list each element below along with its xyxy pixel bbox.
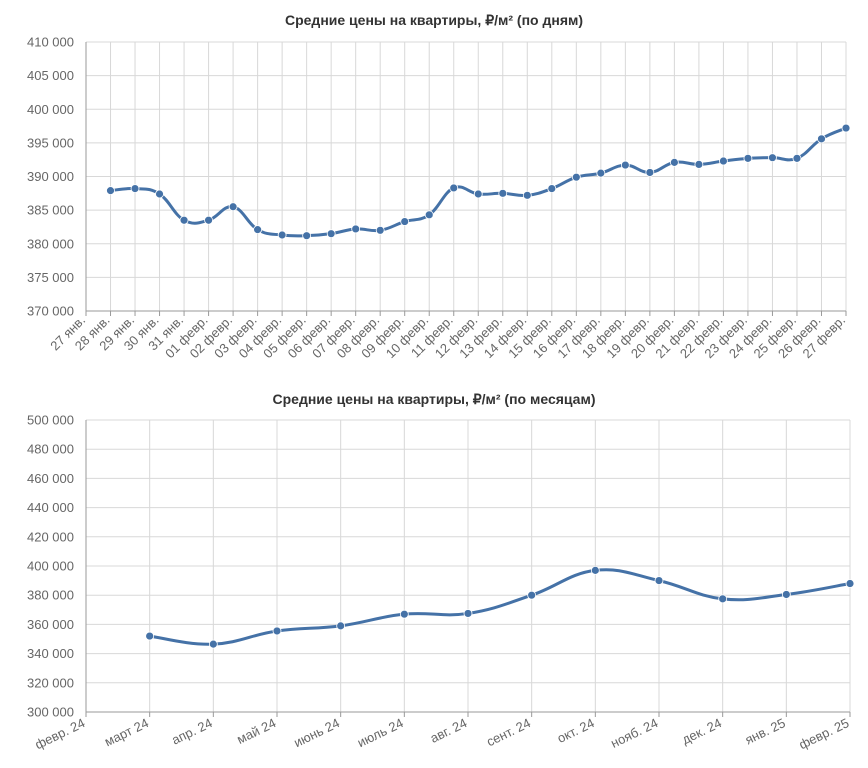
data-point[interactable] [277,230,287,240]
y-tick-label: 370 000 [27,304,74,319]
y-tick-label: 405 000 [27,68,74,83]
y-tick-label: 400 000 [27,559,74,574]
data-point[interactable] [336,621,346,631]
daily-price-plot: 370 000 375 000 380 000 385 000 390 000 395 0… [27,35,851,361]
data-point[interactable] [449,183,459,193]
data-point[interactable] [719,156,728,166]
data-point[interactable] [645,168,655,177]
data-point[interactable] [106,186,115,196]
y-tick-label: 320 000 [27,675,74,690]
x-tick-label: июнь 24 [291,715,342,750]
data-point[interactable] [669,157,679,167]
x-tick-label: апр. 24 [169,715,214,747]
x-tick-label: авг. 24 [428,715,470,746]
data-point[interactable] [473,189,483,199]
price-series-line [148,568,852,646]
y-tick-label: 375 000 [27,270,74,285]
data-point[interactable] [253,225,263,235]
y-tick-label: 500 000 [27,413,74,428]
x-tick-label: окт. 24 [555,715,597,746]
data-point[interactable] [375,225,385,235]
chart-title: Средние цены на квартиры, ₽/м² (по дням) [284,12,584,28]
x-tick-label: март 24 [102,715,151,749]
data-point[interactable] [845,579,855,588]
y-tick-label: 390 000 [27,169,74,184]
data-point[interactable] [547,184,557,194]
y-tick-label: 360 000 [27,617,74,632]
y-tick-label: 410 000 [27,35,74,50]
data-point[interactable] [145,631,155,641]
y-tick-label: 385 000 [27,203,74,218]
y-tick-label: 395 000 [27,135,74,150]
data-point[interactable] [228,202,238,212]
data-point[interactable] [694,159,704,169]
data-point[interactable] [400,217,410,226]
monthly-price-plot: 300 000 320 000 340 000 360 000 380 000 400 0… [27,413,855,752]
monthly-price-chart: Средние цены на квартиры, ₽/м² (по месяц… [0,385,868,768]
x-tick-label: янв. 25 [743,715,788,747]
data-point[interactable] [498,188,508,198]
y-tick-label: 300 000 [27,705,74,720]
data-point[interactable] [326,229,336,239]
x-tick-label: июль 24 [355,715,406,750]
data-point[interactable] [155,189,164,199]
x-tick-label: февр. 25 [796,715,851,752]
chart-title: Средние цены на квартиры, ₽/м² (по месяц… [272,391,596,407]
data-point[interactable] [179,215,189,225]
y-tick-label: 380 000 [27,236,74,251]
y-tick-label: 380 000 [27,588,74,603]
x-tick-label: май 24 [234,715,278,747]
data-point[interactable] [718,594,728,604]
data-point[interactable] [272,626,282,636]
data-point[interactable] [571,172,581,182]
data-point[interactable] [817,134,826,144]
data-point[interactable] [527,590,537,600]
y-tick-label: 460 000 [27,471,74,486]
data-point[interactable] [792,153,802,163]
data-point[interactable] [522,190,532,200]
data-point[interactable] [654,576,664,586]
y-tick-label: 480 000 [27,442,74,457]
data-point[interactable] [463,609,473,618]
data-point[interactable] [208,639,218,649]
daily-price-chart: Средние цены на квартиры, ₽/м² (по дням)… [27,12,851,361]
y-tick-label: 420 000 [27,529,74,544]
data-point[interactable] [841,123,851,133]
y-tick-label: 440 000 [27,500,74,515]
data-point[interactable] [620,160,630,170]
y-tick-label: 400 000 [27,102,74,117]
data-point[interactable] [590,565,600,575]
data-point[interactable] [596,168,606,178]
data-point[interactable] [399,609,409,619]
data-point[interactable] [768,153,777,163]
x-tick-label: февр. 24 [32,715,87,752]
data-point[interactable] [743,153,753,163]
data-point[interactable] [204,215,213,225]
x-tick-label: дек. 24 [679,715,723,747]
data-point[interactable] [351,224,361,234]
data-point[interactable] [302,231,312,241]
data-point[interactable] [424,210,434,220]
y-tick-label: 340 000 [27,646,74,661]
data-point[interactable] [781,590,791,599]
data-point[interactable] [130,184,140,194]
x-tick-label: нояб. 24 [608,715,660,751]
x-tick-label: сент. 24 [484,715,533,749]
